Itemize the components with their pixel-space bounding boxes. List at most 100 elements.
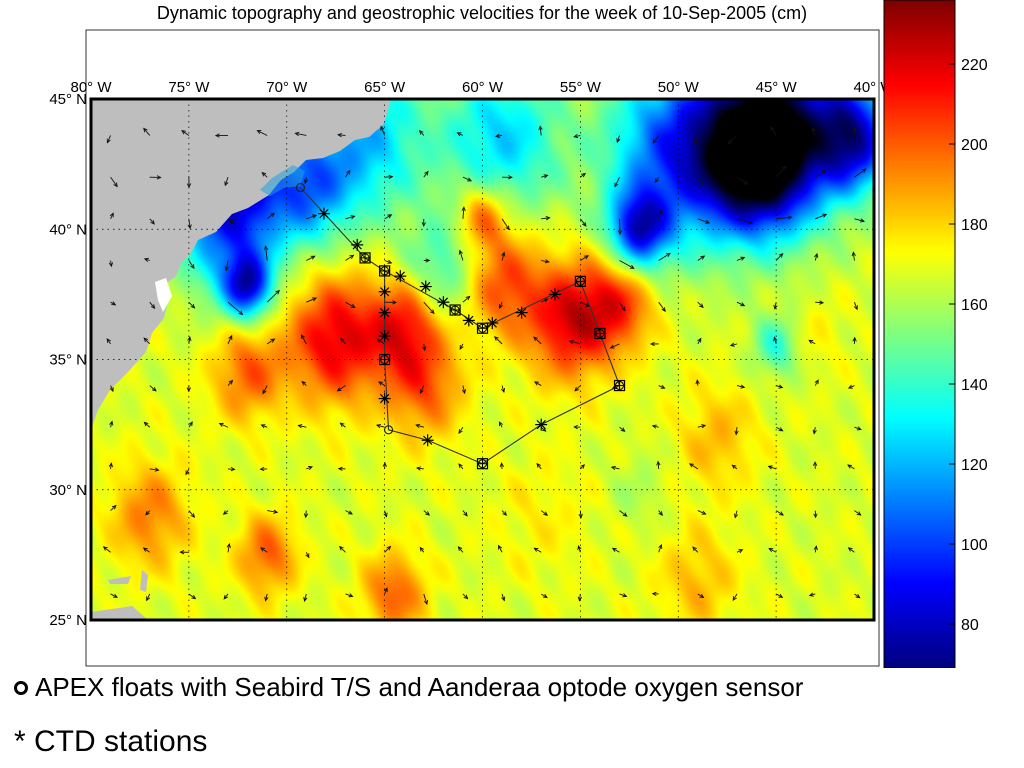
velocity-arrowhead [188, 421, 193, 427]
velocity-arrowhead [337, 466, 343, 471]
velocity-arrow [384, 260, 392, 264]
velocity-arrowhead [430, 309, 435, 315]
velocity-arrow [149, 218, 155, 225]
velocity-arrowhead [259, 466, 265, 472]
velocity-arrowhead [461, 206, 466, 212]
velocity-arrowhead [814, 379, 819, 385]
velocity-arrow [188, 260, 195, 269]
velocity-arrowhead [256, 130, 262, 134]
velocity-arrowhead [156, 175, 162, 180]
velocity-arrow [458, 546, 464, 553]
velocity-arrowhead [770, 126, 775, 131]
velocity-arrow [345, 593, 353, 597]
velocity-arrow [693, 135, 699, 145]
velocity-arrow [306, 255, 315, 261]
velocity-arrowhead [457, 546, 463, 551]
velocity-arrowhead [228, 379, 234, 385]
velocity-arrow [658, 385, 665, 389]
velocity-arrow [262, 385, 268, 394]
velocity-arrow [260, 547, 268, 553]
velocity-arrowhead [340, 337, 345, 343]
apex-float-marker [295, 182, 306, 193]
velocity-arrow [462, 207, 465, 219]
float-deployment-marker [359, 252, 371, 264]
velocity-arrowhead [106, 138, 111, 144]
colorbar-tick-label: 100 [961, 537, 988, 554]
velocity-arrow [304, 593, 307, 602]
velocity-arrowhead [617, 230, 623, 236]
velocity-arrowhead [822, 213, 828, 218]
velocity-arrowhead [419, 546, 425, 552]
velocity-arrow [103, 546, 111, 553]
legend-apex-floats: APEX floats with Seabird T/S and Aandera… [14, 672, 803, 703]
velocity-arrowhead [108, 262, 114, 268]
velocity-arrow [266, 338, 275, 345]
velocity-arrowhead [346, 169, 351, 175]
velocity-arrowhead [727, 139, 733, 145]
velocity-arrowhead [543, 298, 549, 303]
ctd-station-marker [437, 296, 450, 309]
velocity-arrow [854, 302, 858, 310]
velocity-arrowhead [778, 384, 784, 389]
velocity-arrowhead [658, 543, 663, 549]
velocity-arrowhead [151, 387, 157, 392]
velocity-arrow [378, 381, 385, 386]
colorbar-border [883, 0, 956, 668]
velocity-arrow [110, 505, 117, 511]
velocity-arrowhead [224, 181, 229, 187]
velocity-arrowhead [261, 171, 267, 177]
velocity-arrow [143, 547, 150, 553]
velocity-arrow [697, 301, 704, 308]
ctd-station-marker [462, 314, 475, 327]
velocity-arrowhead [740, 256, 746, 261]
float-deployment-marker [476, 322, 489, 334]
velocity-arrow [340, 338, 346, 345]
velocity-arrowhead [568, 339, 574, 345]
velocity-arrowhead [423, 599, 428, 605]
float-deployment-marker [594, 327, 606, 340]
velocity-arrow [419, 130, 425, 136]
velocity-arrow [697, 218, 710, 224]
velocity-arrowhead [538, 125, 543, 131]
velocity-arrowhead [731, 464, 737, 470]
velocity-arrowhead [143, 257, 149, 262]
velocity-arrowhead [418, 129, 424, 135]
velocity-arrowhead [308, 465, 314, 470]
colorbar-tick-label: 160 [961, 297, 988, 314]
velocity-arrowhead [303, 596, 308, 602]
velocity-arrow [339, 546, 346, 553]
velocity-arrowhead [821, 169, 827, 175]
velocity-arrowhead [230, 467, 236, 472]
x-tick-label: 60° W [462, 79, 504, 96]
velocity-arrowhead [700, 255, 706, 260]
ctd-station-marker [486, 317, 499, 330]
velocity-arrowhead [661, 307, 666, 313]
ctd-station-marker [351, 238, 364, 251]
velocity-arrowhead [146, 596, 151, 602]
velocity-arrow [775, 593, 783, 598]
velocity-arrow [227, 218, 235, 224]
velocity-arrowhead [651, 424, 657, 429]
velocity-arrowhead [851, 251, 856, 257]
velocity-arrowhead [113, 593, 118, 598]
velocity-arrowhead [376, 338, 382, 343]
gulf-of-maine-water [260, 165, 305, 196]
velocity-arrow [110, 593, 118, 598]
velocity-arrowhead [748, 220, 754, 225]
velocity-arrowhead [392, 300, 398, 305]
velocity-arrow [376, 338, 385, 345]
float-deployment-marker [476, 458, 489, 470]
velocity-arrow [847, 464, 855, 470]
velocity-arrowhead [620, 427, 626, 432]
velocity-arrow [657, 461, 660, 469]
velocity-arrowhead [847, 464, 853, 469]
velocity-arrow [224, 177, 229, 186]
velocity-arrowhead [502, 511, 508, 516]
velocity-arrowhead [536, 462, 541, 468]
velocity-arrow [498, 545, 503, 553]
velocity-arrowhead [658, 511, 663, 516]
velocity-arrowhead [778, 427, 784, 432]
x-tick-labels: 80° W 75° W 70° W 65° W 60° W 55° W 50° W 45° W… [70, 79, 895, 96]
velocity-arrow [384, 214, 392, 220]
velocity-arrow [775, 510, 784, 516]
